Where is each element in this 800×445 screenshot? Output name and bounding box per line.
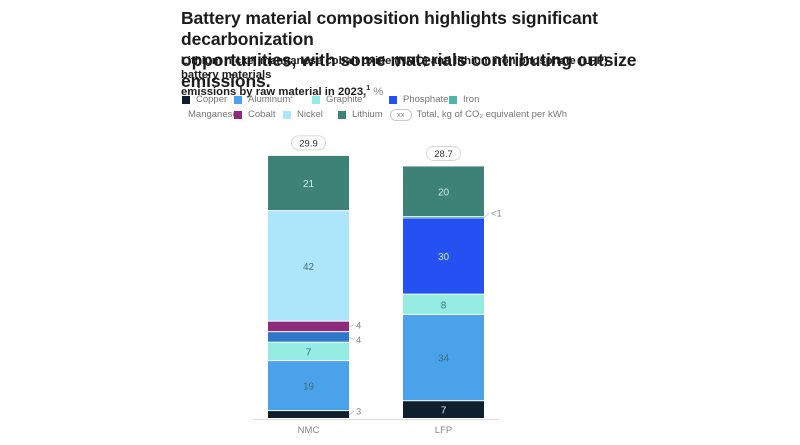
data-label-outside-nmc-copper: 3: [356, 407, 361, 418]
legend-label: Nickel: [297, 109, 323, 120]
bar-segment-nmc-lithium: [268, 155, 349, 211]
bar-segment-nmc-manganese: [268, 332, 349, 342]
legend-label: Copper: [196, 94, 228, 105]
legend-label: Graphite3: [326, 93, 366, 106]
data-label-nmc-nickel: 42: [303, 262, 315, 273]
chart-title: Battery material composition highlights …: [181, 8, 641, 92]
legend-row: Copper Aluminum2 Graphite3 Phosphate Iron: [182, 92, 622, 107]
leader-line: [483, 212, 490, 219]
legend-item-nickel: Nickel: [283, 109, 338, 120]
bar-segment-lfp-phosphate: [403, 218, 484, 294]
data-label-lfp-copper: 7: [441, 406, 447, 417]
bar-segment-lfp-aluminum: [403, 314, 484, 401]
chart-legend: Copper Aluminum2 Graphite3 Phosphate Iron Man…: [182, 92, 622, 122]
subtitle-unit: %: [373, 85, 384, 98]
data-label-outside-nmc-manganese: 4: [356, 335, 361, 346]
legend-swatch: [338, 110, 346, 119]
bar-segment-nmc-graphite: [268, 342, 349, 361]
bar-segment-nmc-aluminum: [268, 361, 349, 411]
bar-segment-lfp-copper: [403, 401, 484, 418]
legend-item-manganese: Manganese: [182, 109, 238, 120]
chart-title-line-2: opportunities, with some materials contr…: [181, 50, 637, 91]
legend-item-cobalt: Cobalt: [234, 109, 283, 120]
chart-subtitle: Lithium nickel manganese cobalt oxide (N…: [181, 54, 641, 99]
data-label-nmc-graphite: 7: [306, 347, 312, 358]
legend-label: Phosphate: [403, 94, 449, 105]
data-label-lfp-lithium: 20: [438, 187, 450, 198]
chart-subtitle-line-1: Lithium nickel manganese cobalt oxide (N…: [181, 55, 608, 81]
total-label-lfp: 28.7: [434, 149, 453, 160]
legend-total-pill: xx: [390, 108, 412, 121]
legend-total-label: Total, kg of CO₂ equivalent per kWh: [416, 109, 567, 120]
data-label-lfp-phosphate: 30: [438, 252, 450, 263]
bar-segment-nmc-nickel: [268, 211, 349, 321]
legend-label: Iron: [463, 94, 480, 105]
data-label-outside-nmc-cobalt: 4: [356, 320, 361, 331]
leader-line: [348, 324, 355, 328]
legend-item-aluminum: Aluminum2: [234, 94, 312, 105]
legend-label: Manganese: [188, 109, 238, 120]
legend-item-total: xx Total, kg of CO₂ equivalent per kWh: [390, 108, 567, 121]
legend-footnote: 2: [290, 93, 294, 100]
chart-subtitle-line-2: emissions by raw material in 2023,1 %: [181, 82, 641, 99]
x-tick-label-nmc: NMC: [298, 425, 320, 436]
chart-title-line-1: Battery material composition highlights …: [181, 8, 598, 49]
legend-label: Aluminum2: [248, 93, 294, 106]
bar-segment-lfp-lithium: [403, 166, 484, 217]
data-label-outside-lfp-iron: <1: [491, 208, 502, 219]
x-tick-label-lfp: LFP: [435, 425, 452, 436]
total-label-nmc: 29.9: [299, 138, 318, 149]
subtitle-text: emissions by raw material in 2023,: [181, 85, 367, 98]
bar-segment-lfp-graphite: [403, 294, 484, 314]
data-label-lfp-graphite: 8: [441, 300, 447, 311]
total-pill-lfp: [426, 146, 461, 161]
data-label-lfp-aluminum: 34: [438, 354, 450, 365]
legend-row: Manganese Cobalt Nickel Lithium xx Total, kg …: [182, 107, 622, 122]
footnote-marker: 1: [366, 85, 371, 92]
legend-footnote: 3: [362, 93, 366, 100]
legend-item-phosphate: Phosphate: [389, 94, 449, 105]
data-label-nmc-lithium: 21: [303, 179, 315, 190]
legend-item-graphite: Graphite3: [312, 94, 389, 105]
legend-label: Cobalt: [248, 109, 276, 120]
leader-line: [348, 410, 355, 416]
data-label-nmc-aluminum: 19: [303, 382, 315, 393]
legend-swatch: [449, 95, 457, 104]
legend-item-lithium: Lithium: [338, 109, 390, 120]
legend-swatch: [312, 95, 320, 104]
total-pill-nmc: [291, 135, 326, 151]
legend-swatch: [182, 95, 190, 104]
legend-swatch: [234, 110, 242, 119]
legend-item-iron: Iron: [449, 94, 489, 105]
legend-swatch: [389, 95, 397, 104]
legend-swatch: [234, 95, 242, 104]
bar-segment-nmc-cobalt: [268, 321, 349, 332]
leader-line: [348, 337, 355, 340]
bar-segment-nmc-copper: [268, 411, 349, 418]
legend-label: Lithium: [352, 109, 383, 120]
legend-item-copper: Copper: [182, 94, 234, 105]
bar-segment-lfp-iron: [403, 217, 484, 219]
legend-swatch: [283, 110, 291, 119]
